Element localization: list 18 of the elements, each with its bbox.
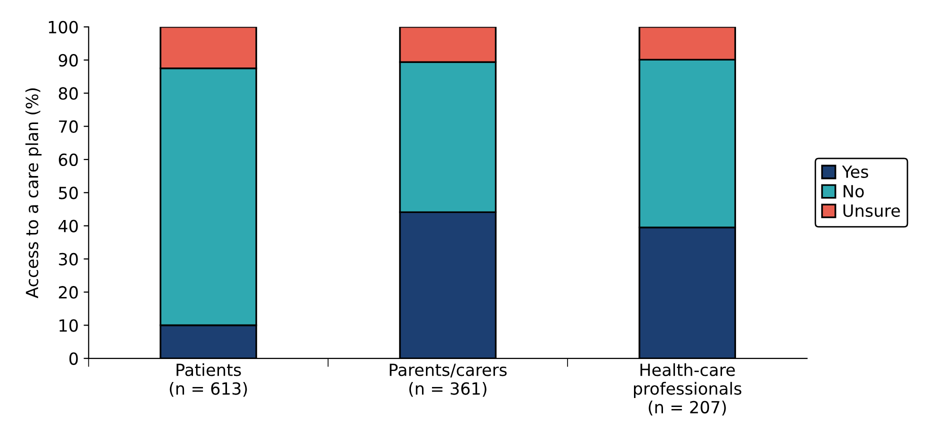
y-tick-label: 60 — [58, 153, 78, 166]
y-tick-label: 50 — [58, 186, 78, 200]
y-tick-label: 0 — [69, 352, 78, 365]
y-axis-title: Access to a care plan (%) — [25, 88, 42, 298]
y-tick-label: 100 — [48, 20, 78, 34]
x-tick-label: Health-care professionals (n = 207) — [634, 363, 742, 416]
y-tick-label: 90 — [58, 54, 78, 67]
y-tick-label: 30 — [58, 252, 78, 266]
y-tick-label: 70 — [59, 120, 78, 133]
y-tick-label: 80 — [58, 87, 78, 100]
legend-label: Yes — [842, 166, 868, 178]
legend-label: Unsure — [843, 204, 900, 217]
y-tick-label: 40 — [58, 220, 78, 232]
x-tick-label: Patients (n = 613) — [170, 363, 247, 397]
y-tick-label: 10 — [60, 319, 78, 332]
x-tick-label: Parents/carers (n = 361) — [390, 364, 507, 397]
legend-label: No — [844, 185, 864, 198]
y-tick-label: 20 — [58, 286, 78, 299]
